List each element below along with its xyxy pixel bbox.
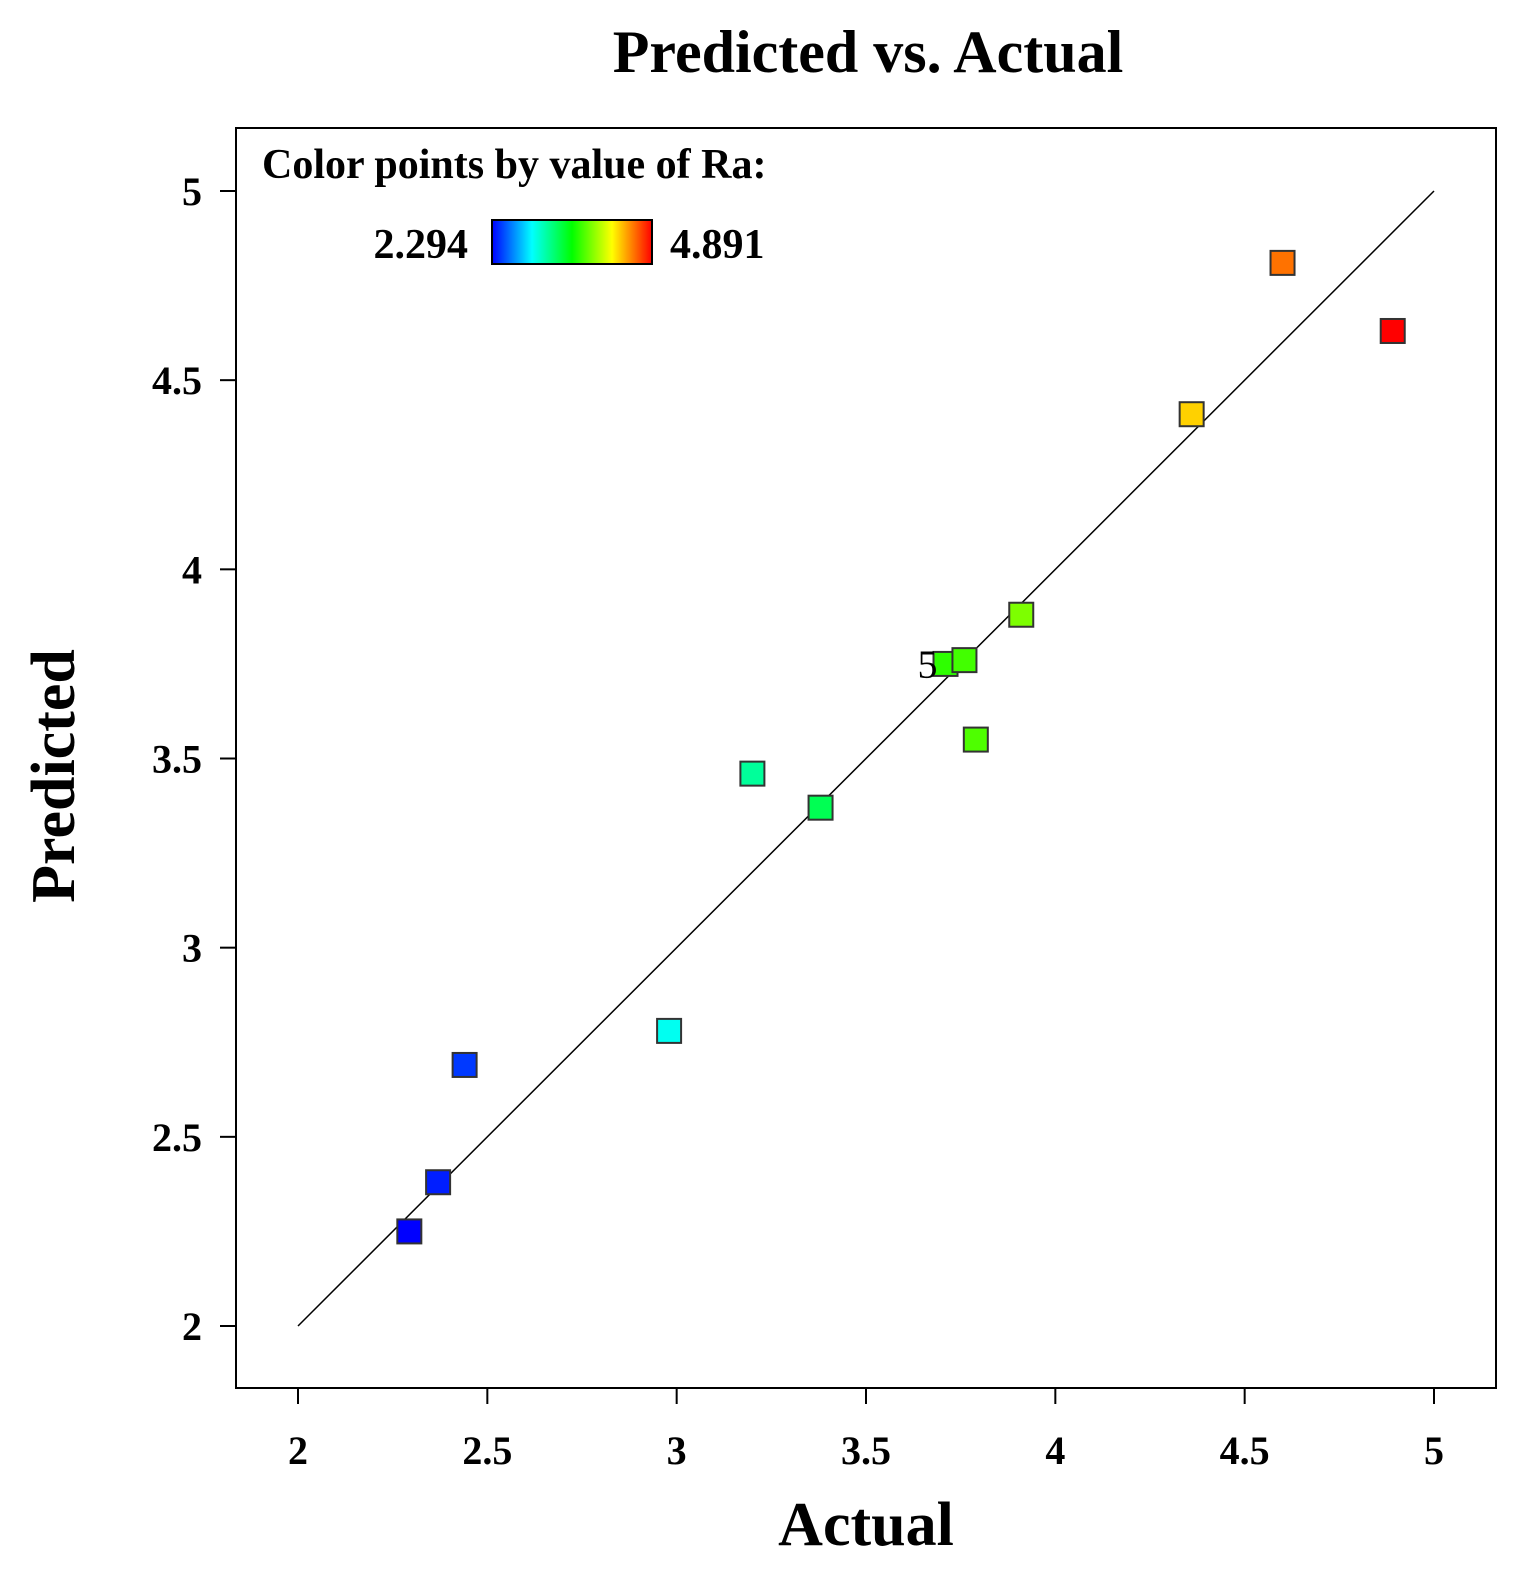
x-tick-label: 4: [1045, 1428, 1065, 1473]
chart-title: Predicted vs. Actual: [613, 19, 1124, 85]
legend-color-bar: [491, 219, 653, 265]
x-tick-label: 2.5: [462, 1428, 512, 1473]
y-tick-label: 4.5: [152, 358, 202, 403]
data-point: [1379, 317, 1406, 344]
data-point: [1178, 401, 1205, 428]
x-tick-label: 4.5: [1220, 1428, 1270, 1473]
x-tick-label: 5: [1424, 1428, 1444, 1473]
data-point: [962, 726, 989, 753]
x-tick-label: 2: [288, 1428, 308, 1473]
data-point: [425, 1169, 452, 1196]
y-tick-label: 5: [182, 169, 202, 214]
x-tick-label: 3: [667, 1428, 687, 1473]
data-point: [656, 1017, 683, 1044]
legend: Color points by value of Ra: 2.294 4.891: [262, 142, 766, 268]
data-point: [951, 647, 978, 674]
x-axis: 2 2.5 3 3.5 4 4.5 5: [288, 1388, 1444, 1473]
legend-title: Color points by value of Ra:: [262, 142, 766, 188]
y-axis-label: Predicted: [20, 649, 88, 903]
y-tick-label: 3.5: [152, 737, 202, 782]
data-point: [451, 1051, 478, 1078]
data-point: [1008, 601, 1035, 628]
point-annotation: 5: [918, 642, 938, 687]
legend-min-label: 2.294: [374, 222, 469, 268]
reference-line: [297, 190, 1435, 1327]
y-axis: 2 2.5 3 3.5 4 4.5 5: [152, 169, 236, 1349]
data-point: [807, 794, 834, 821]
data-point: [739, 760, 766, 787]
y-tick-label: 3: [182, 926, 202, 971]
data-point: [1269, 249, 1296, 276]
y-tick-label: 2.5: [152, 1115, 202, 1160]
x-axis-label: Actual: [778, 1491, 954, 1559]
legend-max-label: 4.891: [670, 222, 765, 268]
y-tick-label: 2: [182, 1304, 202, 1349]
x-tick-label: 3.5: [841, 1428, 891, 1473]
y-tick-label: 4: [182, 547, 202, 592]
data-points: [396, 249, 1406, 1245]
data-point: [396, 1218, 423, 1245]
